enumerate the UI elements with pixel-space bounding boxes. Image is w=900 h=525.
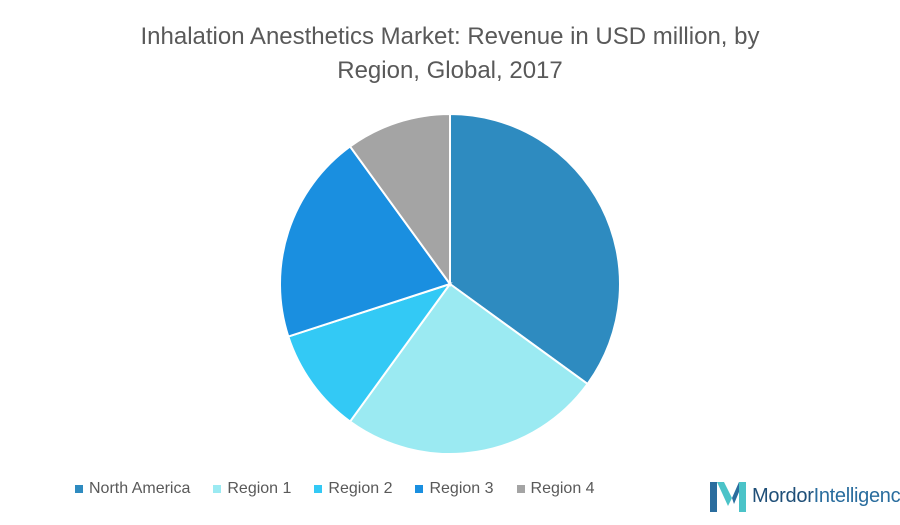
legend-swatch (415, 485, 424, 493)
logo-brand-first: Mordor (752, 484, 814, 507)
chart-title-line-2: Region, Global, 2017 (337, 57, 563, 84)
legend-label: Region 4 (530, 480, 595, 497)
legend-label: Region 3 (429, 480, 494, 497)
logo-text: MordorIntelligence (752, 485, 900, 508)
legend-item-region-4: Region 4 (516, 480, 595, 498)
mordor-intelligence-logo: MordorIntelligence (710, 478, 900, 514)
legend-item-north-america: North America (75, 480, 190, 498)
legend-label: North America (89, 480, 191, 497)
logo-brand-second: Intelligence (813, 484, 900, 507)
pie-slice-region-3 (279, 145, 452, 338)
pie-slice-region-2 (287, 282, 453, 423)
chart-title-line-1: Inhalation Anesthetics Market: Revenue i… (140, 23, 760, 50)
legend-item-region-2: Region 2 (314, 480, 392, 498)
pie-slice-region-4 (348, 112, 451, 288)
logo-mark-icon (710, 482, 746, 512)
pie-chart (279, 112, 621, 455)
pie-slice-north-america (449, 112, 621, 386)
legend-item-region-1: Region 1 (213, 480, 291, 498)
legend-swatch (75, 485, 83, 493)
legend-label: Region 2 (328, 480, 393, 497)
legend-swatch (516, 485, 525, 493)
legend-swatch (314, 485, 323, 493)
chart-title: Inhalation Anesthetics Market: Revenue i… (0, 20, 900, 88)
chart-legend: North America Region 1 Region 2 Region 3 Reg… (75, 480, 618, 498)
legend-swatch (213, 485, 222, 493)
legend-label: Region 1 (227, 480, 292, 497)
legend-item-region-3: Region 3 (415, 480, 494, 498)
pie-slice-region-1 (348, 282, 589, 455)
